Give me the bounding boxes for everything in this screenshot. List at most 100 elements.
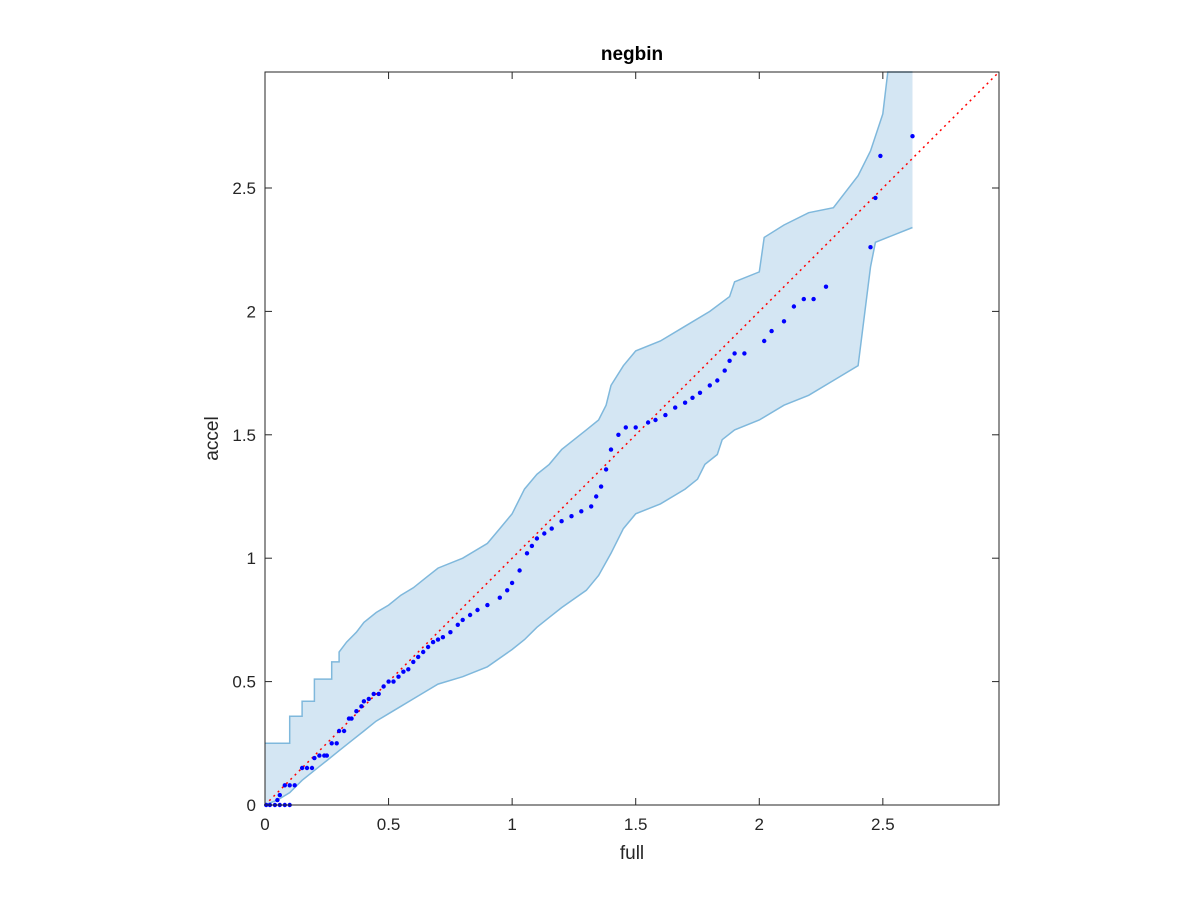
- x-tick-label: 2: [755, 815, 764, 834]
- data-point: [673, 405, 678, 410]
- data-point: [376, 691, 381, 697]
- data-point: [497, 595, 502, 600]
- data-point: [411, 659, 416, 665]
- data-point: [292, 783, 297, 788]
- chart-title: negbin: [601, 44, 663, 65]
- y-tick-label: 2: [247, 302, 256, 321]
- data-point: [460, 617, 465, 623]
- data-point: [769, 328, 774, 334]
- data-point: [616, 432, 621, 437]
- data-point: [324, 753, 329, 758]
- data-point: [401, 669, 406, 674]
- data-point: [309, 765, 315, 771]
- data-point: [633, 425, 638, 430]
- data-point: [475, 607, 480, 613]
- data-point: [534, 536, 540, 541]
- data-point: [910, 134, 915, 139]
- data-point: [727, 358, 732, 363]
- data-point: [823, 284, 829, 289]
- plot-area: [264, 71, 1000, 808]
- data-point: [371, 691, 376, 697]
- data-point: [455, 622, 460, 627]
- data-point: [742, 351, 747, 356]
- data-point: [435, 637, 441, 642]
- data-point: [645, 420, 651, 425]
- axes-box: [264, 71, 1000, 806]
- data-point: [663, 412, 668, 418]
- data-point: [791, 304, 797, 309]
- data-point: [579, 509, 584, 514]
- data-point: [485, 602, 490, 608]
- data-point: [542, 531, 547, 536]
- y-tick-label: 1: [247, 549, 256, 568]
- x-tick-label: 0: [260, 815, 269, 834]
- data-point: [341, 728, 347, 734]
- data-point: [282, 783, 287, 788]
- data-point: [873, 195, 878, 201]
- data-point: [690, 395, 695, 400]
- data-point: [589, 504, 594, 509]
- data-point: [440, 635, 446, 640]
- y-tick-label: 1.5: [232, 426, 256, 445]
- data-point: [381, 684, 386, 689]
- data-point: [391, 679, 396, 684]
- data-point: [781, 319, 787, 324]
- data-point: [608, 447, 614, 452]
- data-point: [359, 704, 364, 709]
- data-point: [505, 588, 510, 593]
- data-point: [329, 741, 334, 746]
- data-point: [299, 765, 305, 771]
- data-point: [304, 765, 310, 771]
- data-point: [878, 153, 883, 159]
- data-point: [549, 526, 554, 531]
- x-tick-label: 0.5: [377, 815, 401, 834]
- data-point: [762, 338, 767, 344]
- x-tick-label: 1: [507, 815, 516, 834]
- data-point: [509, 580, 515, 586]
- data-point: [336, 728, 342, 734]
- y-tick-label: 0.5: [232, 673, 256, 692]
- data-point: [682, 400, 688, 405]
- data-point: [312, 755, 317, 761]
- band-upper-edge: [265, 71, 913, 745]
- reference-line: [264, 71, 1000, 806]
- data-point: [732, 351, 737, 356]
- data-point: [354, 709, 359, 714]
- data-point: [425, 644, 431, 650]
- y-tick-label: 2.5: [232, 179, 256, 198]
- data-point: [421, 649, 426, 655]
- y-axis-label: accel: [202, 416, 223, 460]
- y-tick-label: 0: [247, 796, 256, 815]
- data-point: [334, 741, 339, 746]
- data-point: [277, 792, 282, 798]
- data-point: [653, 417, 658, 423]
- data-point: [594, 494, 599, 499]
- data-point: [349, 716, 354, 721]
- data-point: [707, 383, 712, 388]
- data-point: [559, 519, 564, 524]
- data-point: [287, 783, 292, 788]
- data-point: [697, 390, 703, 395]
- confidence-band: [265, 72, 913, 805]
- data-point: [715, 378, 720, 383]
- data-point: [396, 674, 401, 679]
- data-point: [623, 425, 628, 430]
- ticks: 0 0.5 1 1.5 2 2.5 0 0.5 1 1.5 2 2.5: [232, 72, 999, 834]
- data-point: [811, 296, 816, 302]
- band-lower-edge: [264, 226, 913, 806]
- data-point: [430, 639, 436, 645]
- data-point: [801, 296, 806, 302]
- x-tick-label: 2.5: [871, 815, 895, 834]
- data-point: [467, 612, 473, 618]
- x-tick-label: 1.5: [624, 815, 648, 834]
- data-point: [569, 514, 574, 519]
- data-point: [317, 753, 322, 758]
- data-point: [406, 667, 411, 672]
- data-point: [603, 467, 609, 472]
- data-point: [517, 568, 522, 573]
- data-point: [448, 630, 453, 635]
- data-point: [524, 551, 530, 556]
- data-point: [722, 368, 727, 373]
- data-point: [386, 679, 391, 684]
